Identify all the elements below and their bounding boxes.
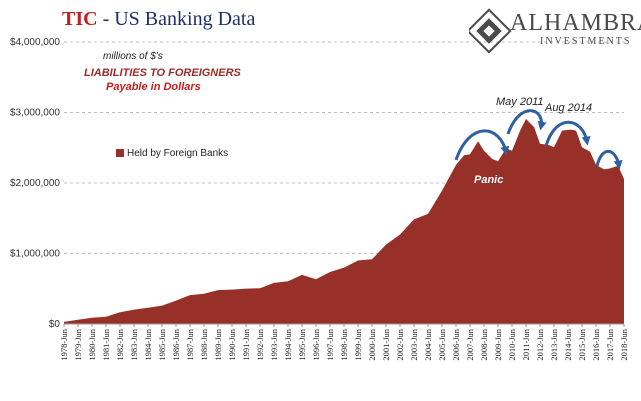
legend-swatch [116, 149, 124, 158]
event-arrow [454, 129, 510, 161]
series-description-line1: LIABILITIES TO FOREIGNERS [84, 67, 241, 79]
x-tick-label: 2002-Jun [395, 328, 405, 360]
event-arrow [595, 149, 623, 170]
x-tick-label: 1998-Jun [339, 328, 349, 360]
x-tick-label: 1995-Jun [297, 328, 307, 360]
x-tick-label: 2015-Jun [577, 328, 587, 360]
legend-label: Held by Foreign Banks [127, 148, 229, 159]
x-tick-label: 1990-Jun [227, 328, 237, 360]
x-tick-label: 2010-Jun [507, 328, 517, 360]
event-arrows [454, 109, 623, 170]
y-tick-label: $2,000,000 [10, 178, 60, 189]
x-tick-label: 2009-Jun [493, 328, 503, 360]
x-tick-label: 2004-Jun [423, 328, 433, 360]
x-tick-label: 2006-Jun [451, 328, 461, 360]
x-tick-label: 2018-Jun [619, 328, 629, 360]
legend: Held by Foreign Banks [116, 148, 228, 159]
x-tick-label: 1988-Jun [199, 328, 209, 360]
y-axis-ticks: $0 $1,000,000 $2,000,000 $3,000,000 $4,000,0… [10, 37, 60, 330]
x-tick-label: 1983-Jun [129, 328, 139, 360]
event-arrow [506, 109, 547, 135]
x-tick-label: 1981-Jun [101, 328, 111, 360]
title-tic: TIC [62, 8, 98, 30]
area-series-held-by-foreign-banks [64, 119, 624, 324]
event-label-aug-2014: Aug 2014 [545, 102, 593, 114]
x-tick-label: 1984-Jun [143, 328, 153, 360]
event-label-may-2011: May 2011 [496, 96, 544, 108]
x-tick-label: 2000-Jun [367, 328, 377, 360]
brand-subtitle: INVESTMENTS [540, 36, 632, 47]
x-tick-label: 1996-Jun [311, 328, 321, 360]
units-note: millions of $'s [103, 51, 163, 62]
x-tick-label: 1993-Jun [269, 328, 279, 360]
brand-name: ALHAMBRA [510, 10, 641, 36]
y-tick-label: $3,000,000 [10, 108, 60, 119]
x-tick-label: 1992-Jun [255, 328, 265, 360]
x-tick-label: 1986-Jun [171, 328, 181, 360]
x-tick-label: 1987-Jun [185, 328, 195, 360]
alhambra-logo-icon [469, 8, 512, 54]
x-tick-label: 2005-Jun [437, 328, 447, 360]
x-tick-label: 1982-Jun [115, 328, 125, 360]
x-tick-label: 1978-Jun [59, 328, 69, 360]
x-tick-label: 1979-Jun [73, 328, 83, 360]
page-title: TIC - US Banking Data [62, 8, 255, 31]
x-tick-label: 2016-Jun [591, 328, 601, 360]
event-arrow [544, 120, 591, 147]
x-tick-label: 2012-Jun [535, 328, 545, 360]
x-tick-label: 1985-Jun [157, 328, 167, 360]
x-tick-label: 2017-Jun [605, 328, 615, 360]
x-tick-label: 1989-Jun [213, 328, 223, 360]
series-description-line2: Payable in Dollars [106, 81, 201, 93]
event-label-panic: Panic [474, 174, 504, 186]
y-tick-label: $4,000,000 [10, 37, 60, 48]
x-tick-label: 2001-Jun [381, 328, 391, 360]
title-rest: - US Banking Data [97, 8, 256, 30]
x-tick-label: 1980-Jun [87, 328, 97, 360]
y-tick-label: $0 [49, 319, 61, 330]
x-tick-label: 1999-Jun [353, 328, 363, 360]
x-tick-label: 2003-Jun [409, 328, 419, 360]
x-tick-label: 1991-Jun [241, 328, 251, 360]
x-axis-ticks: 1978-Jun 1979-Jun 1980-Jun 1981-Jun 1982-Jun… [59, 324, 629, 361]
x-tick-label: 2011-Jun [521, 328, 531, 360]
y-tick-label: $1,000,000 [10, 249, 60, 260]
x-tick-label: 2008-Jun [479, 328, 489, 360]
x-tick-label: 1997-Jun [325, 328, 335, 360]
x-tick-label: 2007-Jun [465, 328, 475, 360]
x-tick-label: 2014-Jun [563, 328, 573, 360]
x-tick-label: 1994-Jun [283, 328, 293, 360]
x-tick-label: 2013-Jun [549, 328, 559, 360]
